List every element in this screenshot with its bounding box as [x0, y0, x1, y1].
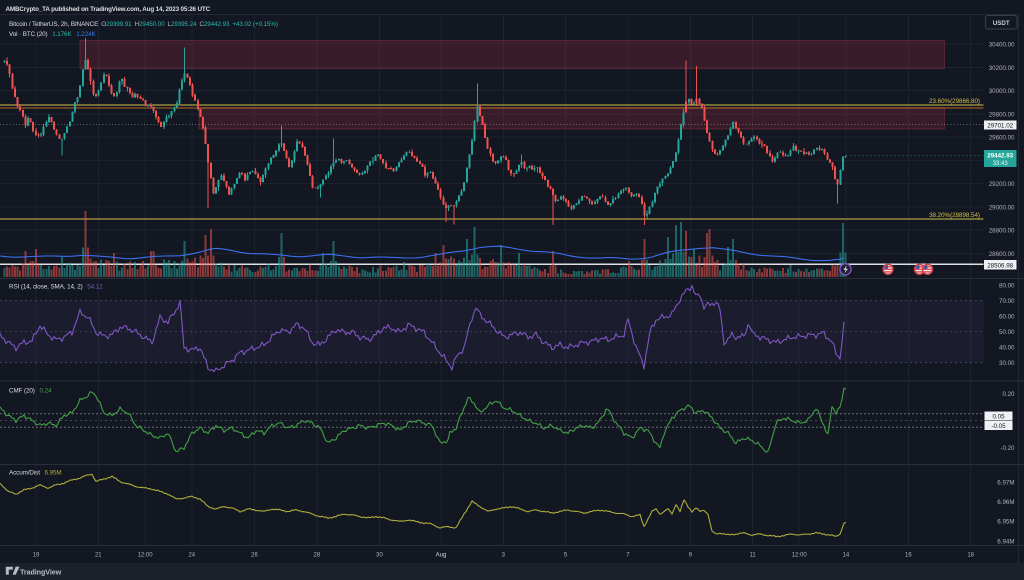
svg-text:30000.00: 30000.00	[989, 88, 1015, 95]
svg-text:-0.20: -0.20	[1000, 445, 1015, 452]
svg-text:50.00: 50.00	[999, 329, 1015, 336]
svg-text:29000.00: 29000.00	[989, 204, 1015, 211]
svg-text:6.96M: 6.96M	[997, 499, 1014, 506]
svg-text:11: 11	[749, 553, 756, 559]
svg-text:28: 28	[314, 553, 321, 559]
svg-text:6.97M: 6.97M	[997, 480, 1014, 487]
svg-text:26: 26	[251, 553, 258, 559]
svg-text:19: 19	[33, 553, 40, 559]
svg-text:TradingView: TradingView	[20, 568, 62, 577]
svg-text:USDT: USDT	[993, 20, 1010, 27]
svg-text:28600.00: 28600.00	[989, 251, 1015, 258]
svg-text:5: 5	[564, 553, 568, 559]
svg-text:29600.00: 29600.00	[989, 135, 1015, 142]
svg-text:9: 9	[689, 553, 693, 559]
svg-text:Aug: Aug	[436, 553, 447, 559]
svg-text:28800.00: 28800.00	[989, 228, 1015, 235]
svg-text:0.05: 0.05	[992, 413, 1005, 420]
svg-text:Accum/Dist 6.95M: Accum/Dist 6.95M	[9, 470, 62, 477]
svg-text:60.00: 60.00	[999, 314, 1015, 321]
svg-text:16: 16	[905, 553, 912, 559]
svg-text:-0.05: -0.05	[991, 423, 1006, 430]
svg-text:30200.00: 30200.00	[989, 65, 1015, 72]
svg-text:29442.93: 29442.93	[987, 153, 1013, 160]
svg-text:38.20%(28898.54): 38.20%(28898.54)	[929, 212, 980, 219]
svg-text:7: 7	[626, 553, 630, 559]
svg-text:12:00: 12:00	[792, 553, 808, 559]
svg-text:14: 14	[843, 553, 850, 559]
svg-text:RSI (14, close, SMA, 14, 2) 5: RSI (14, close, SMA, 14, 2) 54.12	[9, 284, 103, 291]
svg-text:Bitcoin / TetherUS, 2h, BINANC: Bitcoin / TetherUS, 2h, BINANCE O29399.9…	[9, 21, 278, 28]
svg-text:0.20: 0.20	[1002, 391, 1015, 398]
svg-text:AMBCrypto_TA published on Trad: AMBCrypto_TA published on TradingView.co…	[6, 6, 211, 13]
svg-text:30: 30	[376, 553, 383, 559]
svg-text:Vol · BTC (20) 1.176K 1.224K: Vol · BTC (20) 1.176K 1.224K	[9, 31, 97, 38]
svg-text:23.60%(29866.80): 23.60%(29866.80)	[929, 98, 980, 105]
svg-text:29200.00: 29200.00	[989, 181, 1015, 188]
svg-text:70.00: 70.00	[999, 298, 1015, 305]
svg-text:40.00: 40.00	[999, 345, 1015, 352]
svg-text:24: 24	[188, 553, 195, 559]
svg-text:30400.00: 30400.00	[989, 42, 1015, 49]
svg-text:33:43: 33:43	[993, 161, 1009, 167]
svg-text:28506.98: 28506.98	[987, 263, 1013, 270]
svg-text:6.95M: 6.95M	[997, 519, 1014, 526]
svg-text:30.00: 30.00	[999, 360, 1015, 367]
svg-text:18: 18	[967, 553, 974, 559]
svg-text:21: 21	[95, 553, 102, 559]
svg-text:12:00: 12:00	[138, 553, 154, 559]
svg-text:80.00: 80.00	[999, 283, 1015, 290]
svg-text:29800.00: 29800.00	[989, 111, 1015, 118]
svg-text:29701.02: 29701.02	[987, 122, 1013, 129]
svg-text:3: 3	[502, 553, 506, 559]
svg-text:6.94M: 6.94M	[997, 539, 1014, 546]
svg-text:CMF (20) 0.24: CMF (20) 0.24	[9, 388, 52, 395]
